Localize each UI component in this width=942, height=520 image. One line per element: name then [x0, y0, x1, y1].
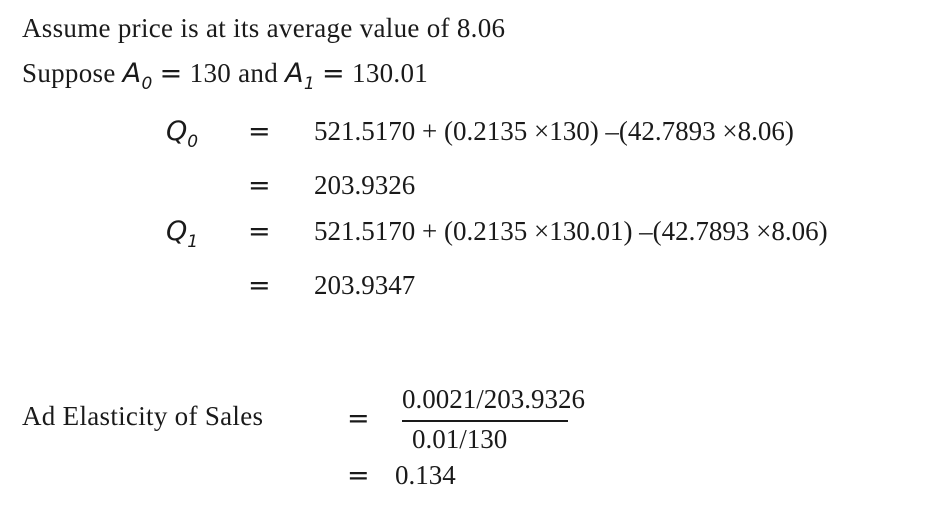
- a0-equals: =: [159, 58, 183, 89]
- q1-expression: 521.5170 + (0.2135 ×130.01) –(42.7893 ×8…: [314, 216, 828, 246]
- q0-variable: Q: [166, 116, 188, 147]
- q1-variable: Q: [166, 216, 188, 247]
- q0-equals: =: [248, 116, 271, 147]
- q1-subscript: 1: [187, 232, 199, 252]
- q0-result: 203.9326: [314, 170, 416, 200]
- and-word: and: [238, 58, 278, 88]
- q0-result-equals: =: [248, 170, 271, 201]
- a0-subscript: 0: [141, 74, 153, 94]
- q0-subscript: 0: [187, 132, 199, 152]
- assumption-line: Assume price is at its average value of …: [22, 13, 506, 43]
- suppose-word: Suppose: [22, 58, 116, 88]
- suppose-line: Suppose A0 = 130 and A1 = 130.01: [22, 58, 429, 94]
- q1-result: 203.9347: [314, 270, 416, 300]
- a0-value: 130: [189, 58, 232, 88]
- fraction-bar: [402, 420, 568, 422]
- q1-result-equals: =: [248, 270, 271, 301]
- a0-variable: A: [122, 58, 142, 89]
- elasticity-label: Ad Elasticity of Sales: [22, 401, 264, 431]
- fraction-denominator: 0.01/130: [412, 424, 508, 454]
- a1-equals: =: [322, 58, 345, 89]
- elasticity-equals: =: [347, 403, 370, 434]
- q1-label: Q1: [166, 216, 198, 252]
- a1-value: 130.01: [352, 58, 429, 88]
- a1-variable: A: [285, 58, 304, 89]
- elasticity-result: 0.134: [395, 460, 456, 490]
- q1-equals: =: [248, 216, 271, 247]
- result-equals: =: [347, 460, 370, 491]
- fraction-numerator: 0.0021/203.9326: [402, 384, 586, 414]
- q0-expression: 521.5170 + (0.2135 ×130) –(42.7893 ×8.06…: [314, 116, 794, 146]
- a1-subscript: 1: [303, 74, 315, 94]
- q0-label: Q0: [166, 116, 198, 152]
